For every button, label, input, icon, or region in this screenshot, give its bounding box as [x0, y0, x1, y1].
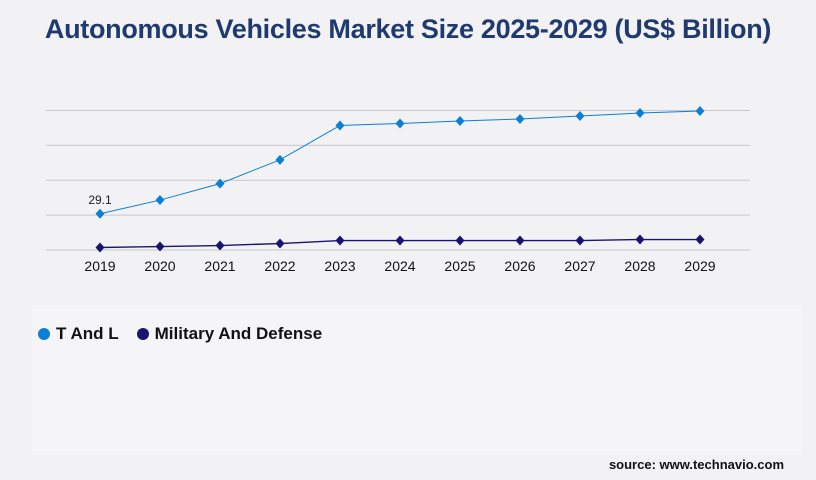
x-tick-label: 2021	[204, 258, 235, 274]
data-point	[95, 242, 105, 253]
data-point	[155, 241, 165, 252]
data-point	[335, 120, 345, 131]
data-point	[455, 115, 465, 126]
legend: T And L Military And Defense	[38, 324, 322, 344]
line-chart: 2019 2020 2021 2022 2023 2024 2025 2026 2027 2028…	[46, 105, 750, 274]
legend-marker-icon	[38, 328, 50, 340]
legend-label: Military And Defense	[154, 324, 323, 343]
data-point	[395, 235, 405, 246]
data-point	[275, 238, 285, 249]
legend-marker-icon	[136, 328, 149, 340]
x-tick-label: 2020	[144, 258, 175, 274]
data-point	[515, 113, 525, 124]
legend-item-military-and-defense[interactable]: Military And Defense	[136, 324, 323, 344]
legend-panel	[32, 305, 802, 455]
data-point	[275, 154, 285, 165]
x-tick-label: 2029	[684, 258, 715, 274]
legend-label: T And L	[56, 324, 119, 343]
data-point	[635, 234, 645, 245]
data-point	[575, 110, 585, 121]
source-text: source: www.technavio.com	[608, 457, 784, 472]
x-tick-label: 2027	[564, 258, 595, 274]
x-tick-label: 2019	[84, 258, 115, 274]
x-tick-label: 2022	[264, 258, 295, 274]
data-point	[575, 235, 585, 246]
data-point	[695, 105, 705, 116]
data-point	[515, 235, 525, 246]
data-point	[395, 118, 405, 129]
data-point	[695, 234, 705, 245]
legend-item-t-and-l[interactable]: T And L	[38, 324, 119, 344]
x-tick-label: 2023	[324, 258, 355, 274]
data-point	[215, 178, 225, 189]
data-point	[635, 107, 645, 118]
data-point	[155, 195, 165, 206]
x-tick-label: 2025	[444, 258, 475, 274]
data-point	[215, 240, 225, 251]
data-point	[335, 235, 345, 246]
x-tick-label: 2028	[624, 258, 655, 274]
data-point	[95, 208, 105, 219]
data-label: 29.1	[88, 193, 112, 207]
data-point	[455, 235, 465, 246]
x-tick-label: 2026	[504, 258, 535, 274]
x-tick-label: 2024	[384, 258, 415, 274]
chart-title: Autonomous Vehicles Market Size 2025-202…	[44, 14, 772, 44]
